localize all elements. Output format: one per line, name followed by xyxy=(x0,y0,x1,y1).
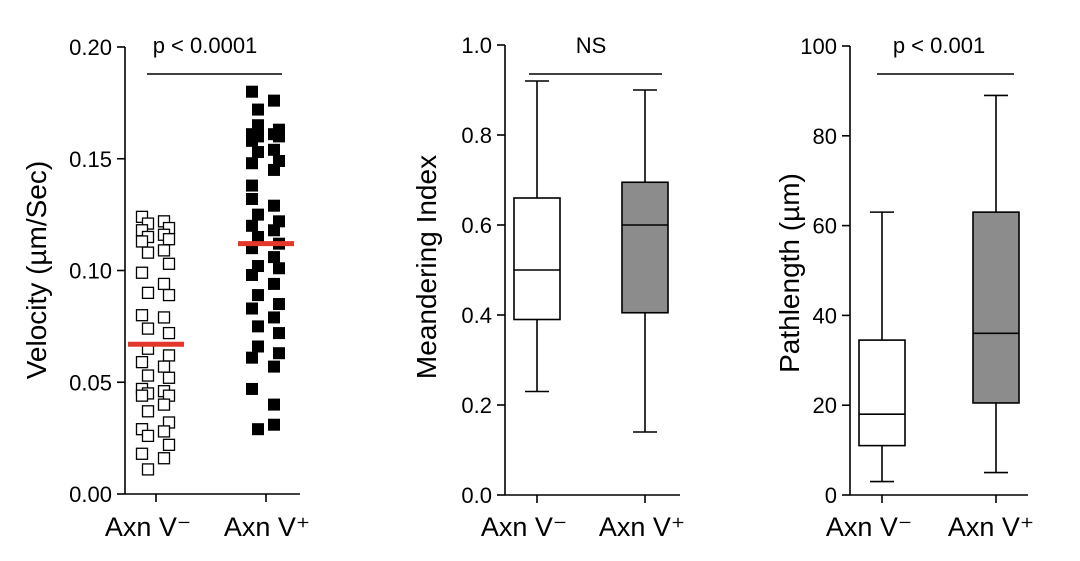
data-point xyxy=(246,219,258,232)
pathlength-category-label: Axn V⁺ xyxy=(948,512,1034,542)
pathlength-y-tick-label: 80 xyxy=(813,124,837,149)
data-point xyxy=(162,349,176,362)
data-point xyxy=(246,134,258,147)
data-point xyxy=(135,447,149,460)
data-point xyxy=(273,327,285,340)
data-point xyxy=(141,322,155,335)
data-point xyxy=(135,389,149,402)
data-point xyxy=(268,251,280,264)
iqr-box xyxy=(858,339,906,447)
velocity-axis-title: Velocity (µm/Sec) xyxy=(21,161,52,379)
meandering-panel: Meandering Index 0.0 0.2 0.4 0.6 0.8 1.0 Axn … xyxy=(411,33,685,542)
iqr-box xyxy=(621,181,669,314)
pathlength-y-tick-label: 100 xyxy=(800,34,837,59)
iqr-box xyxy=(972,211,1020,404)
data-point xyxy=(246,302,258,315)
data-point xyxy=(162,326,176,340)
data-point xyxy=(246,192,258,205)
data-point xyxy=(157,398,171,411)
data-point xyxy=(268,94,280,107)
data-point xyxy=(246,382,258,395)
meandering-significance-label: NS xyxy=(576,33,607,58)
meandering-y-tick-label: 0.2 xyxy=(461,393,492,418)
data-point xyxy=(141,369,155,382)
pathlength-category-label: Axn V⁻ xyxy=(826,512,912,542)
data-point xyxy=(252,340,264,353)
data-point xyxy=(141,429,155,443)
pathlength-y-tick-label: 20 xyxy=(813,393,837,418)
pathlength-y-tick-label: 0 xyxy=(825,483,837,508)
data-point xyxy=(268,398,280,411)
data-point xyxy=(268,311,280,324)
data-point xyxy=(268,277,280,290)
data-point xyxy=(162,438,176,451)
velocity-category-label: Axn V⁻ xyxy=(105,512,191,542)
data-point xyxy=(273,347,285,360)
meandering-y-tick-label: 0.8 xyxy=(461,123,492,148)
pathlength-axis-title: Pathlength (µm) xyxy=(774,173,805,373)
data-point xyxy=(157,452,171,465)
data-point xyxy=(273,298,285,311)
data-point xyxy=(273,130,285,143)
pathlength-significance-label: p < 0.001 xyxy=(893,33,985,58)
data-point xyxy=(157,311,171,324)
data-point xyxy=(157,360,171,373)
pathlength-y-tick-label: 60 xyxy=(813,214,837,239)
data-point xyxy=(157,244,171,257)
data-point xyxy=(135,355,149,369)
velocity-y-tick-label: 0.20 xyxy=(69,35,112,60)
data-point xyxy=(162,233,176,246)
data-point xyxy=(268,360,280,373)
velocity-y-tick-label: 0.00 xyxy=(69,482,112,507)
data-point xyxy=(246,179,258,192)
data-point xyxy=(141,246,155,259)
data-point xyxy=(135,266,149,279)
data-point xyxy=(141,286,155,300)
data-point xyxy=(268,143,280,156)
meandering-y-tick-label: 0.4 xyxy=(461,303,492,328)
data-point xyxy=(268,418,280,431)
data-point xyxy=(135,309,149,322)
data-point xyxy=(157,425,171,438)
data-point xyxy=(162,371,176,384)
meandering-y-tick-label: 1.0 xyxy=(461,33,492,58)
pathlength-panel: Pathlength (µm) 0 20 40 60 80 100 Axn V⁻ Axn … xyxy=(774,33,1034,542)
meandering-y-tick-label: 0.0 xyxy=(461,483,492,508)
iqr-box xyxy=(513,197,561,321)
velocity-y-tick-label: 0.10 xyxy=(69,259,112,284)
data-point xyxy=(135,235,149,248)
data-point xyxy=(157,277,171,291)
meandering-category-label: Axn V⁻ xyxy=(481,512,567,542)
velocity-y-tick-label: 0.05 xyxy=(69,370,112,395)
meandering-axis-title: Meandering Index xyxy=(411,155,442,379)
data-point xyxy=(141,405,155,418)
velocity-category-label: Axn V⁺ xyxy=(224,512,310,542)
data-point xyxy=(268,224,280,237)
data-point xyxy=(252,146,264,159)
data-point xyxy=(252,208,264,221)
data-point xyxy=(246,268,258,281)
data-point xyxy=(252,320,264,333)
pathlength-y-tick-label: 40 xyxy=(813,303,837,328)
data-point xyxy=(273,262,285,275)
data-point xyxy=(252,423,264,436)
data-point xyxy=(252,230,264,243)
velocity-y-tick-label: 0.15 xyxy=(69,147,112,172)
meandering-category-label: Axn V⁺ xyxy=(599,512,685,542)
data-point xyxy=(246,351,258,364)
data-point xyxy=(268,199,280,212)
data-point xyxy=(252,289,264,302)
velocity-significance-label: p < 0.0001 xyxy=(153,33,258,58)
data-point xyxy=(162,257,176,270)
data-point xyxy=(141,463,155,476)
data-point xyxy=(252,103,264,116)
data-point xyxy=(246,157,258,170)
data-point xyxy=(268,163,280,176)
meandering-y-tick-label: 0.6 xyxy=(461,213,492,238)
data-point xyxy=(246,85,258,98)
velocity-panel: Velocity (µm/Sec) 0.00 0.05 0.10 0.15 0.20 A… xyxy=(21,33,310,542)
data-point xyxy=(162,288,176,302)
